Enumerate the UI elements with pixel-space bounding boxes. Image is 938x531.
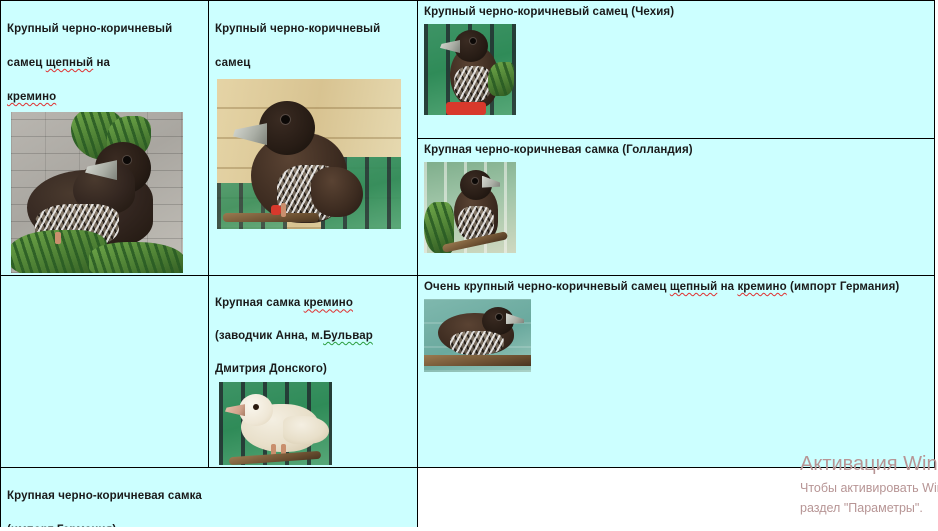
table-row: Крупная черно-коричневая самка (Голланди… (1, 137, 935, 277)
cell-6-label-a: Очень крупный черно-коричневый самец (424, 281, 670, 294)
cell-6-label-e: (импорт Германия) (786, 281, 900, 294)
cell-male-dark-brown-czech[interactable]: Крупный черно-коричневый самец (Чехия) (417, 0, 935, 139)
cell-5-label-line2a: (заводчик Анна, м. (215, 330, 324, 343)
table-row: Крупная самка кремино (заводчик Анна, м.… (0, 275, 935, 469)
cell-5-label: Крупная самка кремино (заводчик Анна, м.… (215, 279, 413, 377)
photo-male-dark-brown (217, 79, 401, 230)
cell-female-dark-brown-holland[interactable]: Крупная черно-коричневая самка (Голланди… (417, 137, 935, 277)
cell-1-label-line1: Крупный черно-коричневый (7, 23, 173, 36)
cell-5-label-grammar-word: Бульвар (323, 330, 373, 343)
cell-1-label-line2a: самец (7, 57, 46, 70)
photo-male-dark-brown-pied-cremino (11, 112, 183, 274)
cell-6-label: Очень крупный черно-коричневый самец щеп… (424, 279, 930, 296)
table-row: Крупная черно-коричневая самка (импорт Г… (0, 467, 935, 531)
photo-female-cremino (219, 382, 332, 466)
photo-male-very-large-germany (424, 299, 531, 373)
cell-empty-left (0, 275, 209, 469)
cell-5-label-line1a: Крупная самка (215, 297, 304, 310)
cell-2-label-line1: Крупный черно-коричневый (215, 23, 381, 36)
cell-2-label: Крупный черно-коричневый самец (215, 4, 413, 72)
cell-5-label-line3: Дмитрия Донского) (215, 362, 327, 375)
cell-4-label: Крупная черно-коричневая самка (Голланди… (424, 143, 693, 156)
cell-6-label-c: на (717, 281, 738, 294)
cell-1-label-line3: кремино (7, 91, 57, 104)
cell-6-label-misspelled-word-2: кремино (737, 281, 787, 294)
cell-female-cremino[interactable]: Крупная самка кремино (заводчик Анна, м.… (208, 275, 418, 469)
cell-7-label: Крупная черно-коричневая самка (импорт Г… (7, 471, 413, 531)
cell-7-label-line1: Крупная черно-коричневая самка (7, 490, 202, 503)
cell-1-label-line2c: на (93, 57, 111, 70)
cell-3-label: Крупный черно-коричневый самец (Чехия) (424, 6, 675, 18)
cell-1-label-misspelled-word: щепный (45, 57, 94, 70)
photo-male-dark-brown-czech (424, 24, 516, 116)
cell-1-label: Крупный черно-коричневый самец щепный на… (7, 4, 204, 106)
photo-female-dark-brown-holland (424, 161, 516, 253)
cell-5-label-misspelled-word: кремино (303, 297, 353, 310)
cell-male-dark-brown-pied-cremino[interactable]: Крупный черно-коричневый самец щепный на… (0, 0, 209, 277)
cell-6-label-misspelled-word-1: щепный (669, 281, 718, 294)
cell-male-very-large-germany[interactable]: Очень крупный черно-коричневый самец щеп… (417, 275, 935, 469)
page-bottom-strip (0, 527, 938, 531)
table-row: Крупный черно-коричневый самец щепный на… (0, 0, 935, 277)
cell-male-dark-brown[interactable]: Крупный черно-коричневый самец (208, 0, 418, 277)
cell-2-label-line2: самец (215, 57, 251, 70)
cell-female-dark-brown-germany[interactable]: Крупная черно-коричневая самка (импорт Г… (0, 467, 418, 531)
